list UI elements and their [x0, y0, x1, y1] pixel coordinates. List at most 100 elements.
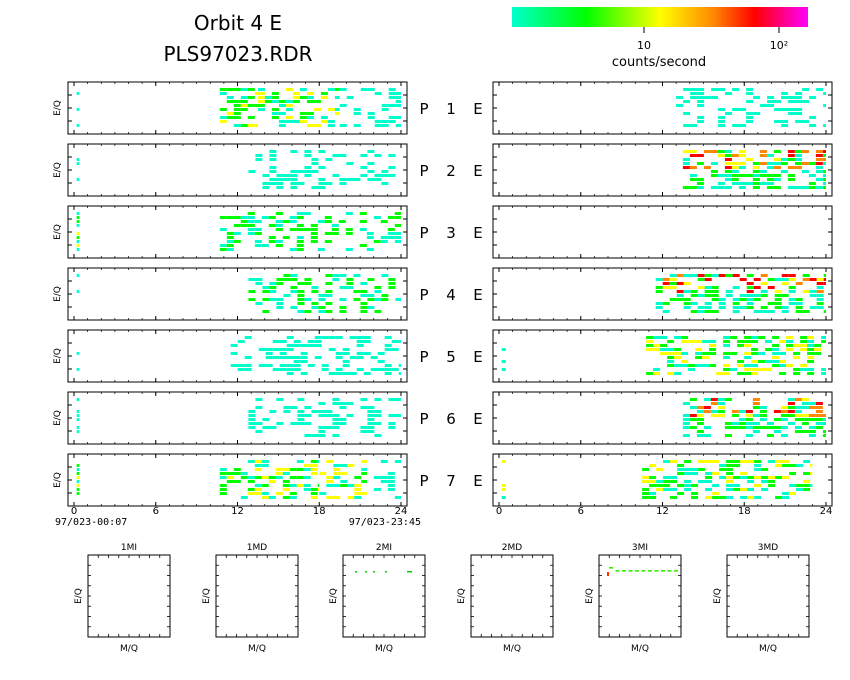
heatmap-cell: [717, 174, 725, 177]
heatmap-cell: [655, 290, 663, 293]
heatmap-cell: [254, 124, 258, 127]
heatmap-cell: [754, 460, 762, 463]
heatmap-cell: [745, 434, 753, 437]
heatmap-cell: [339, 124, 347, 127]
heatmap-cell: [738, 422, 746, 425]
heatmap-cell: [278, 112, 286, 115]
heatmap-cell: [240, 96, 248, 99]
heatmap-cell: [822, 178, 826, 181]
heatmap-cell: [339, 154, 347, 157]
heatmap-cell: [653, 336, 661, 339]
heatmap-cell: [367, 162, 375, 165]
heatmap-cell: [377, 352, 385, 355]
heatmap-cell: [775, 460, 783, 463]
heatmap-cell: [684, 472, 692, 475]
heatmap-cell: [283, 410, 291, 413]
heatmap-cell: [290, 274, 298, 277]
heatmap-cell: [282, 236, 290, 239]
heatmap-cell: [716, 372, 724, 375]
heatmap-cell: [726, 496, 734, 499]
mass-panel-frame: [342, 554, 426, 638]
heatmap-cell: [782, 492, 790, 495]
heatmap-cell: [696, 182, 704, 185]
heatmap-cell: [669, 274, 677, 277]
heatmap-cell: [709, 364, 717, 367]
heatmap-cell: [717, 406, 725, 409]
heatmap-cell: [781, 310, 789, 313]
heatmap-cell: [683, 302, 691, 305]
heatmap-cell: [723, 356, 731, 359]
heatmap-cell: [822, 170, 826, 173]
heatmap-cell: [698, 480, 706, 483]
row-label-part: P: [419, 472, 428, 490]
heatmap-cell: [380, 220, 388, 223]
heatmap-cell: [746, 112, 754, 115]
heatmap-cell: [711, 96, 719, 99]
mass-x-label: M/Q: [375, 644, 393, 654]
heatmap-cell: [731, 174, 739, 177]
heatmap-cell: [76, 232, 80, 235]
heatmap-cell: [726, 488, 734, 491]
heatmap-cell: [388, 426, 396, 429]
heatmap-cell: [810, 472, 813, 475]
heatmap-cell: [774, 302, 782, 305]
colorbar-label: counts/second: [612, 55, 706, 70]
mass-trace-point: [674, 570, 678, 572]
heatmap-cell: [744, 364, 752, 367]
heatmap-cell: [815, 170, 823, 173]
heatmap-cell: [789, 464, 797, 467]
heatmap-cell: [313, 124, 321, 127]
heatmap-cell: [388, 116, 396, 119]
heatmap-cell: [297, 298, 305, 301]
heatmap-cell: [311, 158, 319, 161]
heatmap-cell: [711, 286, 719, 289]
row-label-part: P: [419, 224, 428, 242]
heatmap-cell: [226, 232, 234, 235]
heatmap-cell: [320, 96, 328, 99]
heatmap-cell: [723, 368, 731, 371]
heatmap-cell: [684, 488, 692, 491]
heatmap-cell: [739, 124, 747, 127]
heatmap-cell: [367, 150, 375, 153]
heatmap-cell: [759, 182, 767, 185]
heatmap-cell: [788, 112, 796, 115]
heatmap-cell: [361, 492, 367, 495]
heatmap-cell: [367, 88, 375, 91]
heatmap-cell: [326, 480, 334, 483]
heatmap-cell: [290, 186, 298, 189]
left-panel-6: E/Q P 6 E: [53, 391, 483, 445]
heatmap-cell: [737, 344, 745, 347]
heatmap-cell: [642, 476, 650, 479]
heatmap-cell: [296, 212, 304, 215]
heatmap-cell: [255, 430, 263, 433]
heatmap-cell: [807, 372, 815, 375]
heatmap-cell: [656, 480, 664, 483]
row-label-part: P: [419, 286, 428, 304]
heatmap-cell: [696, 422, 704, 425]
mass-panel-frame: [470, 554, 554, 638]
heatmap-cell: [815, 150, 823, 153]
mass-panels: 1MI M/Q E/Q 1MD M/Q E/Q 2MI M/Q E/Q 2MD M/Q E/Q 3MI M…: [74, 543, 810, 654]
heatmap-cell: [718, 120, 726, 123]
heatmap-cell: [286, 348, 294, 351]
row-label-part: 4: [446, 286, 456, 304]
heatmap-cell: [332, 398, 340, 401]
heatmap-cell: [803, 460, 811, 463]
heatmap-cell: [724, 162, 732, 165]
heatmap-cell: [767, 100, 775, 103]
heatmap-cell: [248, 410, 256, 413]
heatmap-cell: [334, 88, 340, 91]
heatmap-cell: [359, 244, 367, 247]
heatmap-cell: [318, 410, 326, 413]
row-label-part: 2: [446, 162, 456, 180]
heatmap-cell: [254, 468, 262, 471]
heatmap-cell: [297, 414, 305, 417]
heatmap-cell: [683, 290, 691, 293]
heatmap-cell: [788, 100, 796, 103]
heatmap-cell: [642, 496, 650, 499]
heatmap-cell: [346, 278, 354, 281]
heatmap-cell: [709, 340, 717, 343]
heatmap-cell: [339, 178, 347, 181]
heatmap-cell: [683, 282, 691, 285]
heatmap-cell: [774, 298, 782, 301]
